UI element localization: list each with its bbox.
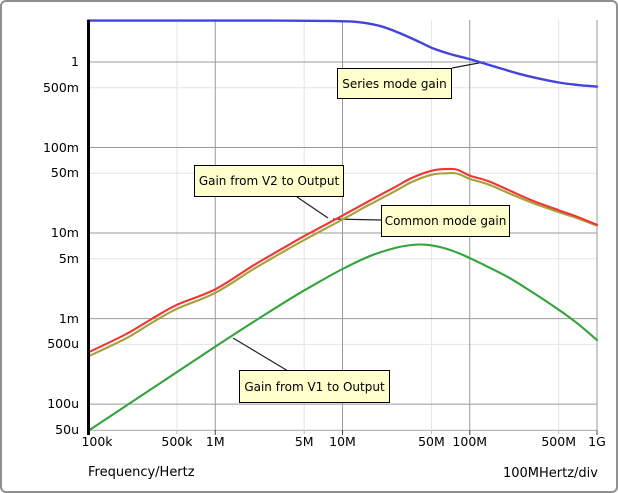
annotation-box-common-mode-gain[interactable]: Common mode gain — [381, 205, 510, 237]
y-tick-label-50m: 50m — [50, 165, 79, 181]
x-axis-title: Frequency/Hertz — [88, 465, 195, 480]
y-tick-label-50u: 50u — [55, 421, 79, 437]
annotation-box-gain-from-v1-to-output[interactable]: Gain from V1 to Output — [239, 370, 390, 403]
annotation-box-series-mode-gain[interactable]: Series mode gain — [337, 68, 452, 99]
x-tick-label-100m: 100M — [452, 434, 488, 449]
annotation-box-gain-from-v2-to-output[interactable]: Gain from V2 to Output — [194, 165, 344, 197]
y-tick-label-10m: 10m — [50, 225, 79, 241]
y-tick-label-100m: 100m — [42, 139, 79, 155]
curve-gain-from-v1-to-output[interactable] — [86, 243, 599, 433]
x-tick-label-5m: 5M — [294, 434, 314, 449]
y-tick-label-500u: 500u — [47, 336, 79, 352]
x-tick-label-500m: 500M — [541, 434, 577, 449]
y-tick-label-1m: 1m — [58, 310, 79, 326]
x-scale-per-div-label: 100MHertz/div — [502, 466, 598, 481]
y-axis-line — [87, 20, 90, 435]
y-tick-label-100u: 100u — [47, 396, 79, 412]
y-tick-label-1: 1 — [71, 53, 79, 69]
curve-series-mode-gain[interactable] — [86, 19, 599, 88]
x-tick-label-1m: 1M — [205, 434, 225, 449]
annotation-pointer-gain-from-v2-to-output — [296, 196, 329, 219]
curve-gain-from-v2-to-output[interactable] — [86, 167, 599, 354]
x-tick-label-10m: 10M — [329, 434, 356, 449]
y-tick-label-5m: 5m — [58, 250, 79, 266]
x-tick-label-100k: 100k — [81, 434, 113, 449]
x-tick-label-500k: 500k — [161, 434, 193, 449]
x-tick-label-50m: 50M — [418, 434, 445, 449]
annotation-pointer-gain-from-v1-to-output — [232, 337, 289, 372]
y-tick-label-500m: 500m — [42, 79, 79, 95]
x-tick-label-1g: 1G — [588, 434, 606, 449]
curve-common-mode-gain[interactable] — [86, 171, 599, 358]
